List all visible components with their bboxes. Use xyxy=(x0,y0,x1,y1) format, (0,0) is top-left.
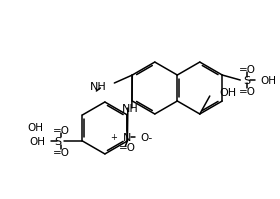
Text: NH: NH xyxy=(122,104,138,114)
Text: OH: OH xyxy=(220,88,237,98)
Text: =O: =O xyxy=(239,87,256,97)
Text: NH: NH xyxy=(90,82,106,92)
Text: S: S xyxy=(243,76,250,86)
Text: =O: =O xyxy=(53,126,70,136)
Text: O-: O- xyxy=(140,133,153,143)
Text: =O: =O xyxy=(53,148,70,158)
Text: N: N xyxy=(123,133,132,143)
Text: +: + xyxy=(110,134,117,142)
Text: OH: OH xyxy=(260,76,276,86)
Text: OH: OH xyxy=(29,137,45,147)
Text: =O: =O xyxy=(119,143,136,153)
Text: OH: OH xyxy=(27,123,43,133)
Text: S: S xyxy=(54,137,61,147)
Text: =O: =O xyxy=(239,65,256,75)
